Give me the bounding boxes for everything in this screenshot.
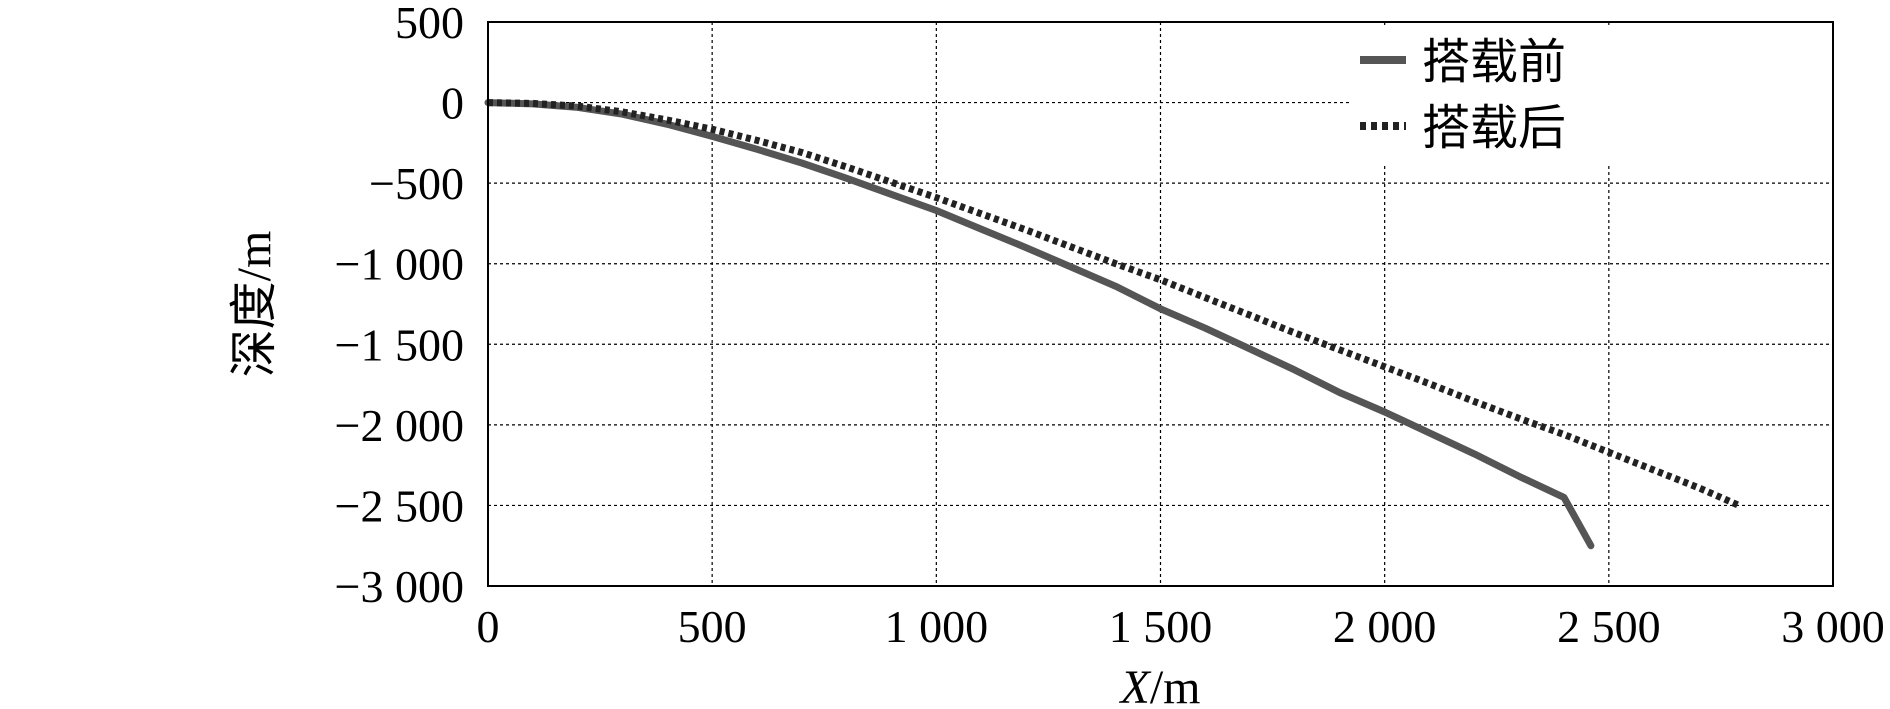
x-axis-title: X/m [1119,661,1201,709]
y-tick-label: −2 000 [335,400,464,451]
y-tick-label: 0 [441,78,464,129]
x-tick-label: 500 [678,601,747,652]
x-tick-labels: 0 500 1 000 1 500 2 000 2 500 3 000 [477,601,1885,652]
x-axis-title-italic: X [1119,661,1152,709]
legend-label-after: 搭载后 [1422,102,1566,155]
series-lines [484,99,1741,550]
y-tick-label: −500 [369,158,464,209]
y-axis-title: 深度/m [228,231,281,378]
x-tick-label: 0 [477,601,500,652]
x-tick-label: 1 500 [1109,601,1213,652]
x-tick-label: 1 000 [885,601,989,652]
legend-label-before: 搭载前 [1422,36,1566,89]
y-tick-label: −1 000 [335,239,464,290]
series-line-after [487,99,1741,509]
grid [488,22,1833,586]
y-tick-label: −2 500 [335,480,464,531]
y-tick-labels: 500 0 −500 −1 000 −1 500 −2 000 −2 500 −3 000 [335,0,464,612]
legend-background [1352,26,1829,166]
y-tick-label: −3 000 [335,561,464,612]
x-tick-label: 2 500 [1557,601,1661,652]
x-tick-label: 3 000 [1781,601,1885,652]
x-axis-title-unit: /m [1150,661,1201,709]
series-line-before [484,99,1595,550]
y-tick-label: 500 [395,0,464,48]
legend: 搭载前 搭载后 [1352,26,1829,166]
plot-area-frame [487,21,1834,587]
x-tick-label: 2 000 [1333,601,1437,652]
y-tick-label: −1 500 [335,319,464,370]
